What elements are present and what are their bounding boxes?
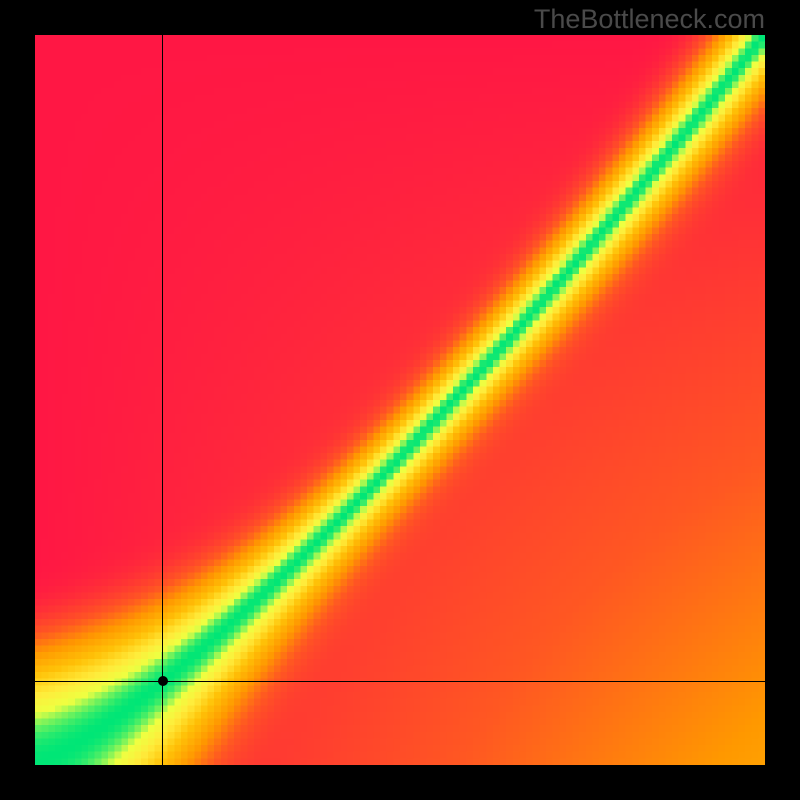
- watermark-text: TheBottleneck.com: [534, 4, 765, 35]
- crosshair-marker: [158, 676, 168, 686]
- bottleneck-heatmap: [35, 35, 765, 765]
- crosshair-horizontal: [35, 681, 765, 682]
- crosshair-vertical: [162, 35, 163, 765]
- chart-container: TheBottleneck.com: [0, 0, 800, 800]
